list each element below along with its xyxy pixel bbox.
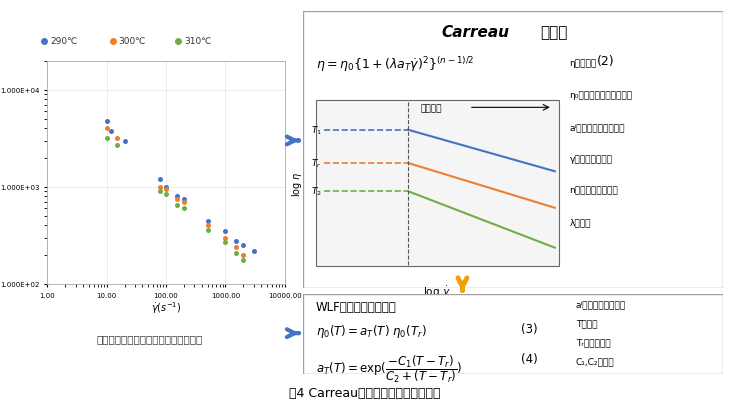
Text: (4): (4) bbox=[521, 352, 538, 365]
Text: 290℃: 290℃ bbox=[50, 37, 77, 46]
Point bbox=[171, 202, 182, 209]
Point bbox=[230, 250, 242, 256]
Text: C₁,C₂：係数: C₁,C₂：係数 bbox=[576, 356, 615, 365]
Text: $T_r$: $T_r$ bbox=[312, 157, 322, 170]
Point bbox=[171, 196, 182, 203]
X-axis label: $\dot{\gamma}(s^{-1})$: $\dot{\gamma}(s^{-1})$ bbox=[151, 299, 181, 315]
Point bbox=[178, 199, 190, 206]
Text: (2): (2) bbox=[597, 55, 615, 68]
Text: $\eta=\eta_0\{1 + (\lambda a_T\dot{\gamma})^2\}^{(n-1)/2}$: $\eta=\eta_0\{1 + (\lambda a_T\dot{\gamm… bbox=[315, 55, 474, 74]
Point bbox=[248, 248, 260, 254]
Point bbox=[220, 235, 231, 241]
Point bbox=[201, 222, 213, 229]
Point bbox=[101, 118, 112, 125]
FancyBboxPatch shape bbox=[0, 5, 298, 366]
Point bbox=[160, 184, 172, 191]
Text: ポリカーボネート樹脂の粘度測定結果: ポリカーボネート樹脂の粘度測定結果 bbox=[96, 334, 203, 344]
Text: $T_1$: $T_1$ bbox=[311, 124, 322, 137]
Point bbox=[112, 135, 123, 142]
Text: $\eta_0(T)= a_T(T)\ \eta_0(T_r)$: $\eta_0(T)= a_T(T)\ \eta_0(T_r)$ bbox=[315, 322, 426, 339]
Point bbox=[155, 184, 166, 191]
Point bbox=[230, 244, 242, 251]
Text: aⁱ：温度シフト因子: aⁱ：温度シフト因子 bbox=[576, 300, 626, 309]
Text: (3): (3) bbox=[521, 322, 538, 335]
Text: aⁱ：温度シフト因子、: aⁱ：温度シフト因子、 bbox=[569, 123, 625, 132]
Text: WLFモデル温度依存式: WLFモデル温度依存式 bbox=[315, 300, 396, 313]
Point bbox=[119, 138, 131, 144]
Point bbox=[230, 238, 242, 244]
Point bbox=[101, 135, 112, 142]
Text: 300℃: 300℃ bbox=[118, 37, 146, 46]
Text: T：温度: T：温度 bbox=[576, 319, 597, 328]
Point bbox=[160, 186, 172, 193]
Text: モデル: モデル bbox=[540, 25, 567, 40]
Point bbox=[201, 218, 213, 224]
Point bbox=[178, 196, 190, 203]
Text: Tᵣ：基準温度: Tᵣ：基準温度 bbox=[576, 337, 610, 346]
Point bbox=[237, 257, 249, 264]
Text: n：構造粘度指数、: n：構造粘度指数、 bbox=[569, 186, 618, 195]
Bar bbox=[315, 101, 559, 266]
Text: λ：係数: λ：係数 bbox=[569, 218, 591, 227]
Point bbox=[237, 243, 249, 249]
Text: γ：せん断速度、: γ：せん断速度、 bbox=[569, 155, 612, 164]
Text: η₀：ゼロシアシェア粘度: η₀：ゼロシアシェア粘度 bbox=[569, 91, 633, 100]
Point bbox=[160, 191, 172, 198]
Text: 利用領域: 利用領域 bbox=[420, 103, 442, 112]
Text: 围4 Carreauモデルの実材料への適用: 围4 Carreauモデルの実材料への適用 bbox=[289, 386, 441, 399]
Point bbox=[155, 189, 166, 195]
Point bbox=[171, 193, 182, 200]
Text: 310℃: 310℃ bbox=[184, 37, 211, 46]
Text: η：粘度、: η：粘度、 bbox=[569, 59, 596, 68]
Point bbox=[112, 142, 123, 149]
Point bbox=[155, 176, 166, 183]
Text: $T_2$: $T_2$ bbox=[311, 186, 322, 198]
Point bbox=[220, 228, 231, 235]
Text: log $\dot{\gamma}$: log $\dot{\gamma}$ bbox=[423, 284, 451, 299]
Text: $a_T(T) =\exp(\dfrac{-C_1(T-T_r)}{C_2+(T-T_r)})$: $a_T(T) =\exp(\dfrac{-C_1(T-T_r)}{C_2+(T… bbox=[315, 352, 462, 384]
Point bbox=[101, 126, 112, 133]
Point bbox=[106, 128, 118, 135]
Point bbox=[201, 227, 213, 234]
Point bbox=[237, 252, 249, 258]
Point bbox=[220, 239, 231, 246]
Text: Carreau: Carreau bbox=[442, 25, 510, 40]
Point bbox=[178, 206, 190, 212]
Text: log $\eta$: log $\eta$ bbox=[290, 171, 304, 196]
